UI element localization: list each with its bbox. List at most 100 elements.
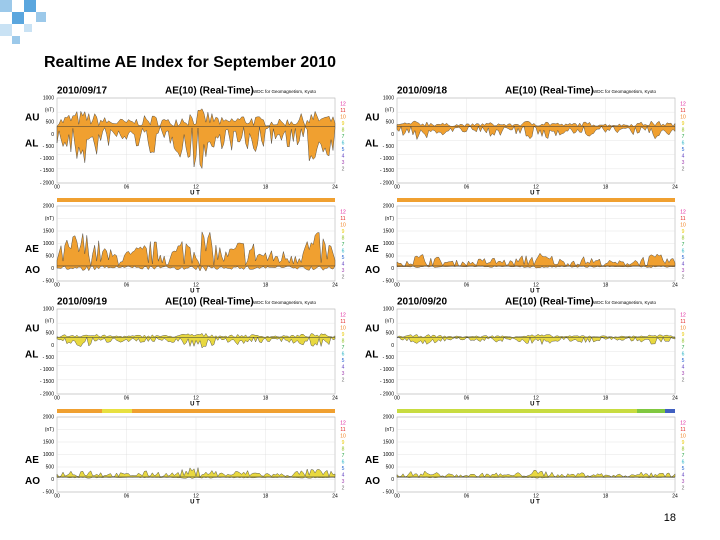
x-tick-label: 00 bbox=[54, 493, 60, 499]
panel-source: WDC for Geomagnetism, Kyoto bbox=[593, 89, 657, 94]
x-axis-label: U T bbox=[190, 500, 200, 506]
station-label: 5 bbox=[682, 358, 685, 364]
x-tick-label: 06 bbox=[124, 184, 130, 190]
station-label: 11 bbox=[340, 108, 345, 114]
x-tick-label: 12 bbox=[193, 493, 199, 499]
slide-title: Realtime AE Index for September 2010 bbox=[44, 54, 336, 71]
station-label: 11 bbox=[680, 108, 685, 114]
y-tick-label: - 2000 bbox=[380, 391, 394, 397]
x-tick-label: 06 bbox=[464, 395, 470, 401]
station-label: 9 bbox=[682, 332, 685, 338]
station-label: 8 bbox=[682, 235, 685, 241]
station-label: 10 bbox=[340, 433, 346, 439]
y-tick-label: - 1000 bbox=[380, 367, 394, 373]
y-tick-label: - 1500 bbox=[380, 379, 394, 385]
station-label: 7 bbox=[682, 242, 685, 248]
trace bbox=[56, 108, 336, 127]
series-label: AO bbox=[25, 476, 40, 487]
trace bbox=[396, 336, 676, 346]
x-tick-label: 24 bbox=[672, 184, 678, 190]
y-tick-label: 0 bbox=[51, 132, 54, 138]
station-label: 4 bbox=[342, 364, 345, 370]
station-label: 12 bbox=[680, 101, 686, 107]
series-label: AE bbox=[25, 455, 39, 466]
station-label: 9 bbox=[342, 229, 345, 235]
station-label: 12 bbox=[680, 420, 686, 426]
x-axis-label: U T bbox=[190, 402, 200, 408]
station-label: 9 bbox=[682, 440, 685, 446]
station-label: 3 bbox=[682, 160, 685, 166]
y-tick-label: (nT) bbox=[45, 318, 55, 324]
series-label: AE bbox=[365, 455, 379, 466]
x-axis-label: U T bbox=[530, 402, 540, 408]
station-label: 6 bbox=[682, 248, 685, 254]
station-label: 8 bbox=[682, 338, 685, 344]
trace bbox=[56, 336, 336, 349]
logo bbox=[0, 0, 46, 44]
trace bbox=[396, 252, 676, 267]
status-bar bbox=[57, 198, 335, 202]
station-label: 4 bbox=[342, 153, 345, 159]
station-label: 6 bbox=[342, 248, 345, 254]
x-tick-label: 12 bbox=[533, 184, 539, 190]
y-tick-label: 1500 bbox=[383, 439, 394, 445]
y-tick-label: - 500 bbox=[43, 355, 55, 361]
y-tick-label: - 2000 bbox=[380, 180, 394, 186]
station-label: 4 bbox=[682, 364, 685, 370]
panel-date: 2010/09/20 bbox=[397, 297, 447, 308]
station-label: 2 bbox=[682, 485, 685, 491]
x-tick-label: 00 bbox=[54, 395, 60, 401]
panel-date: 2010/09/19 bbox=[57, 297, 107, 308]
y-tick-label: - 500 bbox=[383, 144, 395, 150]
panel-heading: AE(10) (Real-Time) bbox=[505, 297, 594, 308]
station-label: 12 bbox=[340, 420, 346, 426]
station-label: 7 bbox=[682, 134, 685, 140]
station-label: 2 bbox=[682, 377, 685, 383]
station-label: 3 bbox=[342, 268, 345, 274]
x-tick-label: 24 bbox=[672, 282, 678, 288]
station-label: 11 bbox=[340, 216, 345, 222]
x-tick-label: 12 bbox=[533, 282, 539, 288]
status-bar bbox=[665, 409, 675, 413]
station-label: 11 bbox=[680, 319, 685, 325]
x-tick-label: 12 bbox=[193, 184, 199, 190]
station-label: 3 bbox=[682, 268, 685, 274]
station-label: 5 bbox=[342, 358, 345, 364]
y-tick-label: - 1000 bbox=[380, 156, 394, 162]
station-label: 2 bbox=[682, 274, 685, 280]
y-tick-label: 2000 bbox=[383, 203, 394, 209]
panel-heading: AE(10) (Real-Time) bbox=[505, 86, 594, 97]
panel-heading: AE(10) (Real-Time) bbox=[165, 297, 254, 308]
station-label: 10 bbox=[680, 114, 686, 120]
station-label: 6 bbox=[682, 459, 685, 465]
station-label: 12 bbox=[680, 209, 686, 215]
y-tick-label: - 1000 bbox=[40, 367, 54, 373]
y-tick-label: - 2000 bbox=[40, 391, 54, 397]
series-label: AU bbox=[365, 113, 379, 124]
x-tick-label: 18 bbox=[263, 282, 269, 288]
series-label: AE bbox=[365, 244, 379, 255]
trace bbox=[56, 467, 336, 478]
y-tick-label: - 500 bbox=[43, 144, 55, 150]
station-label: 6 bbox=[342, 351, 345, 357]
station-label: 7 bbox=[682, 345, 685, 351]
trace bbox=[396, 469, 676, 478]
x-tick-label: 06 bbox=[124, 282, 130, 288]
y-tick-label: 500 bbox=[386, 253, 395, 259]
y-tick-label: 0 bbox=[391, 477, 394, 483]
trace bbox=[396, 334, 676, 338]
series-label: AL bbox=[365, 139, 378, 150]
station-label: 11 bbox=[680, 427, 685, 433]
station-label: 7 bbox=[342, 345, 345, 351]
station-label: 2 bbox=[342, 485, 345, 491]
station-label: 8 bbox=[342, 235, 345, 241]
panel-date: 2010/09/17 bbox=[57, 86, 107, 97]
y-tick-label: 2000 bbox=[43, 414, 54, 420]
trace bbox=[56, 476, 336, 479]
station-label: 6 bbox=[342, 459, 345, 465]
y-tick-label: 0 bbox=[51, 266, 54, 272]
y-tick-label: - 1500 bbox=[40, 168, 54, 174]
station-label: 7 bbox=[342, 242, 345, 248]
y-tick-label: 500 bbox=[46, 331, 55, 337]
